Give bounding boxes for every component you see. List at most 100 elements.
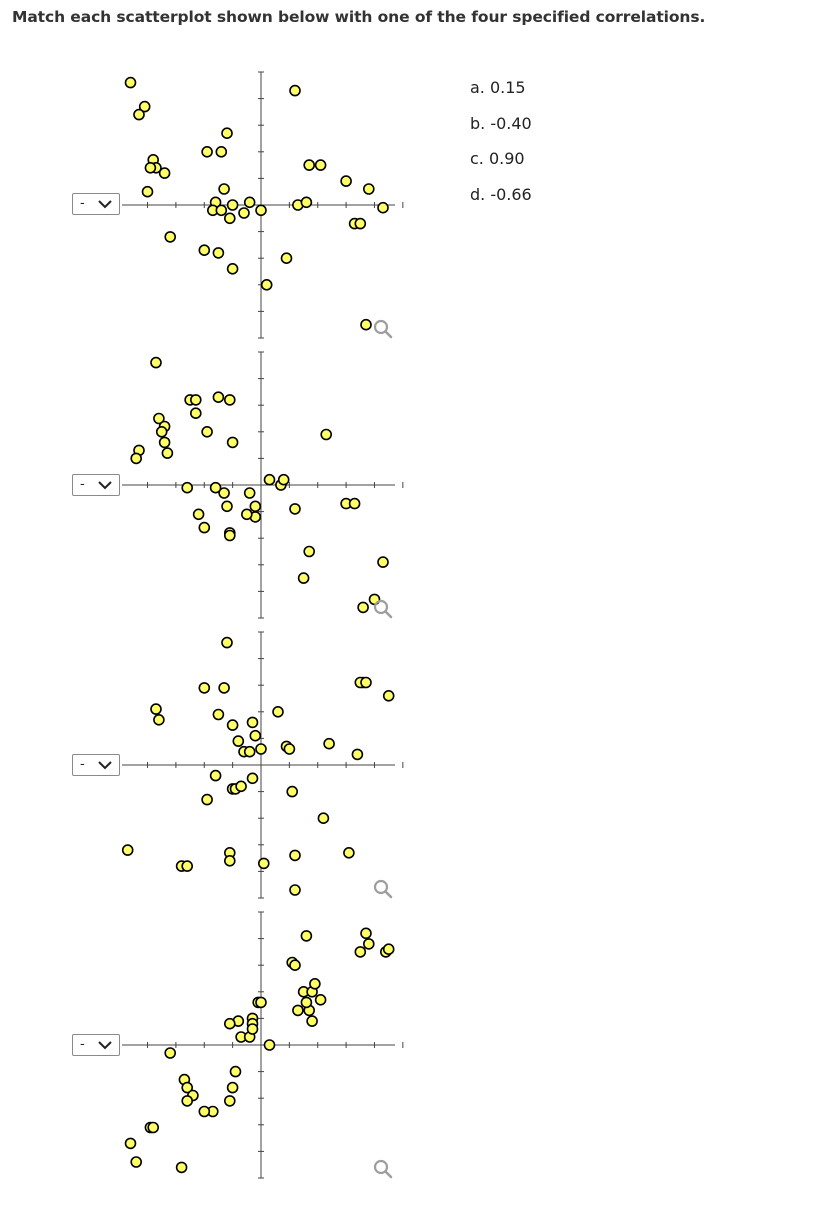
data-point [362,183,375,195]
data-point [246,1023,259,1035]
data-point [147,1121,159,1134]
data-point [133,108,145,121]
data-point [198,521,211,534]
answer-select-2[interactable]: - [72,474,120,496]
data-point [198,244,211,256]
data-point [218,487,230,499]
data-point [153,713,165,726]
data-point [292,1004,304,1017]
data-point [164,1047,176,1059]
data-point [218,183,230,195]
data-point [150,356,162,369]
data-point [201,793,213,806]
chevron-down-icon [98,761,112,770]
data-point [257,857,270,870]
scatterplot-3 [121,631,404,899]
data-point [212,708,225,721]
magnifier-icon[interactable] [373,599,393,619]
data-point [238,207,250,219]
magnifier-lens [373,879,389,895]
data-point [377,201,389,214]
data-point [243,745,256,758]
magnifier-lens [373,1159,389,1175]
data-point [382,689,395,702]
scatterplot-4 [122,911,404,1179]
option-d: d. -0.66 [470,184,532,204]
option-b: b. -0.40 [470,113,532,133]
data-point [255,204,267,217]
data-point [241,508,253,521]
data-point [221,500,233,513]
data-point [300,996,313,1009]
magnifier-handle [384,890,393,899]
data-point [277,473,290,486]
data-point [340,175,352,187]
chevron-down-icon [98,481,112,490]
magnifier-handle [384,330,393,339]
data-point [221,636,233,649]
data-point [263,473,276,486]
magnifier-icon[interactable] [373,879,393,899]
data-point [300,196,313,209]
magnifier-icon[interactable] [373,1159,393,1179]
data-point [201,146,213,158]
data-point [221,127,233,139]
data-point [181,1095,193,1107]
data-point [181,481,193,494]
data-point [175,1161,188,1174]
data-point [360,927,372,940]
data-point [144,162,157,174]
data-point [226,1081,239,1094]
data-point [243,487,256,499]
data-point [362,938,375,950]
data-point [309,977,321,990]
data-point [155,425,168,438]
data-point [150,703,162,715]
select-value: - [80,477,85,492]
data-point [141,185,154,198]
data-point [198,1105,211,1118]
answer-select-3[interactable]: - [72,754,120,776]
answer-select-1[interactable]: - [72,193,120,215]
data-point [235,780,247,793]
data-point [246,716,259,729]
data-point [243,196,256,209]
data-point [382,943,395,956]
select-value: - [80,196,85,211]
data-point [229,1065,242,1078]
data-point [130,1156,142,1168]
data-point [354,217,367,230]
data-point [283,743,296,755]
data-point [286,785,299,798]
data-point [255,743,267,755]
data-point [190,407,202,420]
data-point [226,436,239,449]
answer-select-4[interactable]: - [72,1034,120,1056]
select-value: - [80,757,85,772]
data-point [224,854,236,867]
correlation-options: a. 0.15 b. -0.40 c. 0.90 d. -0.66 [470,78,532,220]
magnifier-handle [384,610,393,619]
data-point [314,993,327,1006]
magnifier-icon[interactable] [373,319,393,339]
data-point [348,497,361,510]
data-point [209,769,222,782]
data-point [124,76,137,89]
chevron-down-icon [98,1041,112,1050]
data-point [192,508,205,521]
data-point [121,844,134,856]
data-point [215,146,228,158]
data-point [158,436,171,449]
magnifier-handle [384,1170,393,1179]
data-point [260,278,273,291]
data-point [303,159,316,171]
data-point [164,231,176,243]
data-point [130,452,142,465]
data-point [280,252,293,265]
data-point [190,394,202,406]
question-text: Match each scatterplot shown below with … [12,8,706,26]
data-point [224,212,236,225]
data-point [181,1081,193,1094]
data-point [289,884,301,896]
scatterplot-2 [122,351,404,619]
